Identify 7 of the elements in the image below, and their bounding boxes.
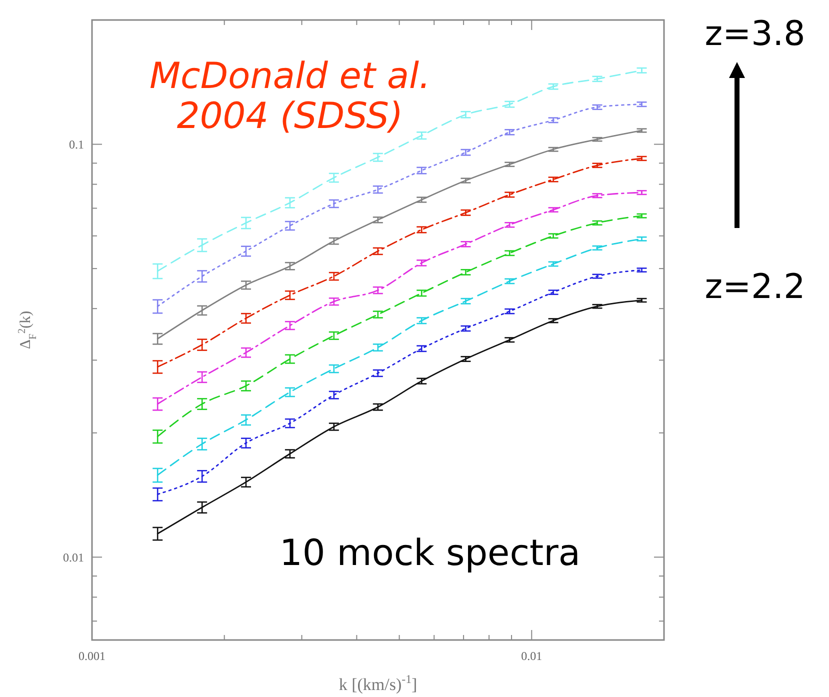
x-axis-title: k [(km/s)$^{-1}$] [338, 672, 418, 694]
annotation: 10 mock spectra [280, 533, 580, 574]
annotation: McDonald et al. 2004 (SDSS) [150, 56, 430, 137]
text: z=2.2 [704, 267, 806, 307]
text: z=3.8 [704, 14, 806, 54]
y-tick-label: 0.1 [69, 137, 84, 152]
x-tick-label: 0.001 [78, 649, 106, 663]
